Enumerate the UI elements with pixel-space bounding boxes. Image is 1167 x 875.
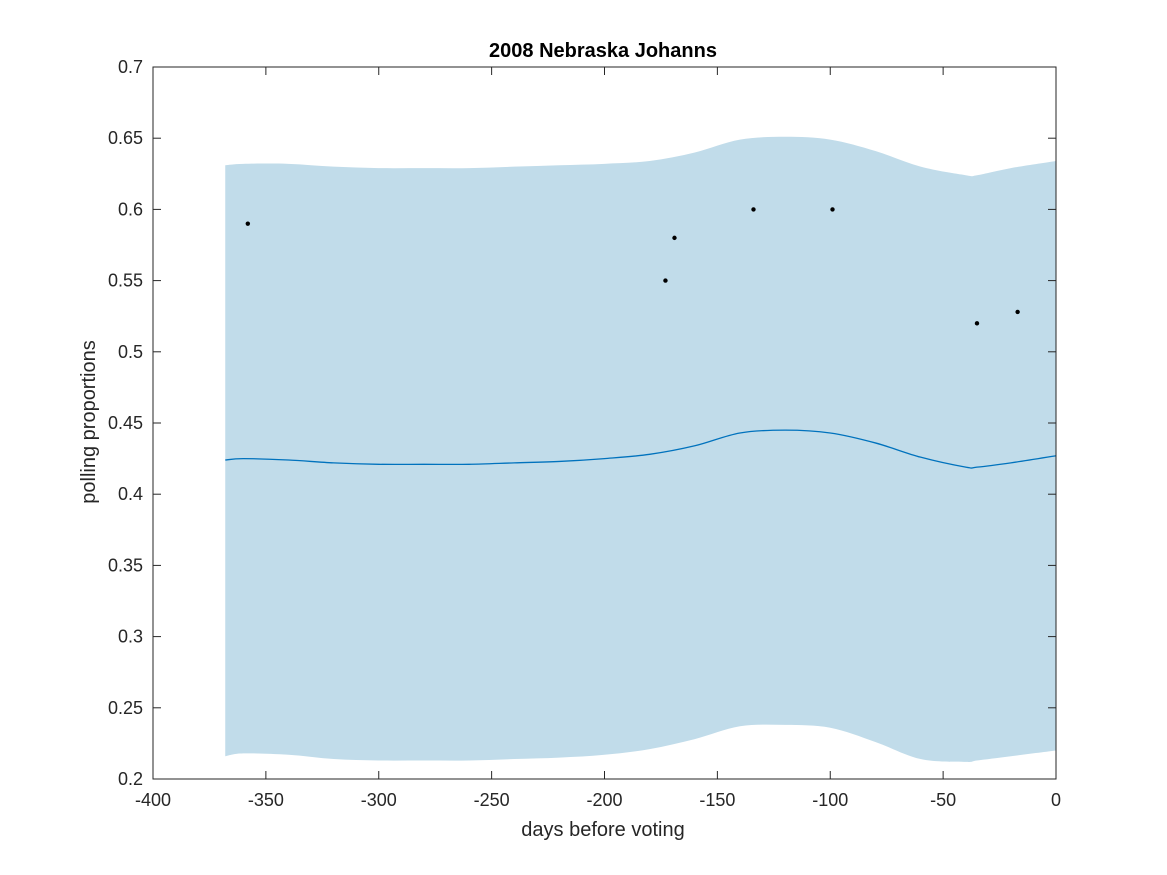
y-tick-label: 0.4 xyxy=(118,484,143,504)
poll-point xyxy=(751,207,756,212)
y-tick-label: 0.45 xyxy=(108,413,143,433)
poll-point xyxy=(830,207,835,212)
plot-area xyxy=(225,136,1057,762)
x-tick-label: -150 xyxy=(699,790,735,810)
poll-point xyxy=(672,235,677,241)
y-tick-label: 0.3 xyxy=(118,627,143,647)
x-axis-ticks: -400 -350 -300 -250 -200 -150 -100 -50 0 xyxy=(135,67,1061,810)
mean-line xyxy=(225,429,1057,469)
x-tick-label: -350 xyxy=(248,790,284,810)
y-tick-label: 0.2 xyxy=(118,769,143,789)
poll-point xyxy=(663,278,668,283)
y-axis-label: polling proportions xyxy=(78,340,100,503)
x-tick-label: -50 xyxy=(930,790,956,810)
y-tick-label: 0.6 xyxy=(118,199,143,219)
x-tick-label: -400 xyxy=(135,790,171,810)
y-tick-label: 0.5 xyxy=(118,342,143,362)
poll-points xyxy=(245,207,1020,326)
confidence-band xyxy=(225,136,1057,762)
poll-point xyxy=(974,321,980,326)
x-tick-label: -200 xyxy=(586,790,622,810)
y-tick-label: 0.55 xyxy=(108,271,143,291)
x-axis-label: days before voting xyxy=(521,819,684,841)
poll-point xyxy=(1015,309,1020,315)
x-tick-label: -300 xyxy=(361,790,397,810)
y-axis-ticks: 0.2 0.25 0.3 0.35 0.4 0.45 0.5 0.55 0.6 0.65 0.7 xyxy=(108,57,1056,789)
x-tick-label: -100 xyxy=(812,790,848,810)
chart-title: 2008 Nebraska Johanns xyxy=(489,40,717,62)
y-tick-label: 0.7 xyxy=(118,57,143,77)
y-tick-label: 0.35 xyxy=(108,555,143,575)
x-tick-label: 0 xyxy=(1051,790,1061,810)
x-tick-label: -250 xyxy=(474,790,510,810)
poll-point xyxy=(245,221,251,226)
y-tick-label: 0.25 xyxy=(108,698,143,718)
y-tick-label: 0.65 xyxy=(108,128,143,148)
